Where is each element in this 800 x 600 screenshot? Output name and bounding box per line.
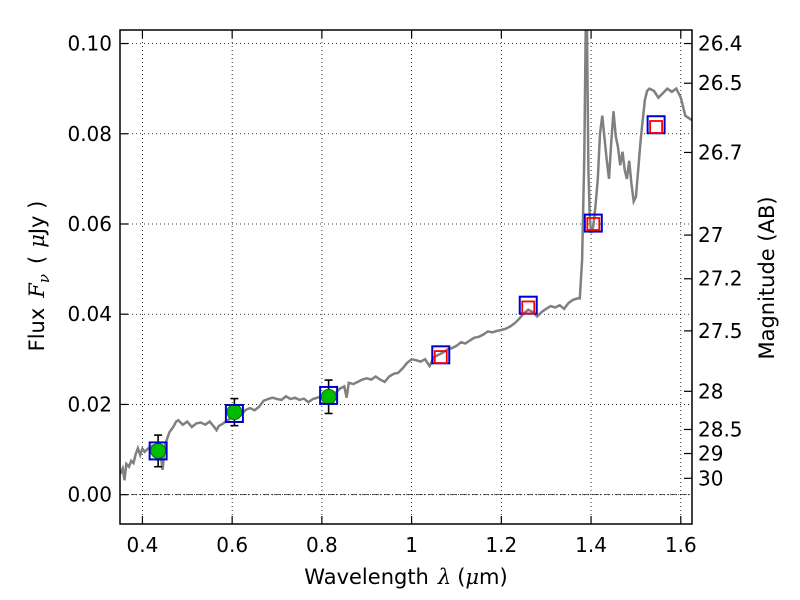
y2-tick-label: 30 — [698, 466, 723, 490]
x-axis-title: Wavelength λ (μm) — [304, 565, 507, 589]
model-photometry-square — [224, 403, 244, 423]
y-axis-prefix: Flux — [25, 308, 49, 352]
x-tick-label: 1.6 — [665, 533, 697, 557]
upper-limit-square — [521, 300, 536, 315]
detection-point — [150, 443, 167, 459]
x-tick-label: 0.6 — [216, 533, 248, 557]
markers — [148, 115, 666, 468]
model-photometry-square — [583, 213, 603, 233]
grid-lines — [120, 30, 692, 524]
y-axis-unit-rest: Jy ) — [25, 201, 49, 237]
upper-limit-square — [433, 350, 448, 364]
upper-limit-square — [586, 217, 601, 231]
y-axis-unit-open: ( — [25, 256, 49, 264]
y2-tick-label: 27 — [698, 223, 723, 247]
x-axis-unit-rest: m) — [479, 565, 508, 589]
x-axis-unit-mu: μ — [465, 565, 479, 589]
model-photometry-square — [148, 441, 168, 461]
detection-point — [320, 388, 337, 405]
x-tick-label: 1.4 — [575, 533, 607, 557]
spectrum-line — [120, 30, 692, 481]
x-axis-symbol: λ — [437, 565, 451, 589]
y2-tick-label: 26.5 — [698, 71, 743, 95]
y2-tick-label: 28 — [698, 379, 723, 403]
y-tick-label: 0.02 — [67, 392, 112, 416]
x-tick-label: 1 — [405, 533, 418, 557]
detection-point — [226, 404, 243, 421]
y-axis-subscript: ν — [35, 274, 53, 283]
y-tick-label: 0.08 — [67, 122, 112, 146]
y2-tick-label: 27.5 — [698, 319, 743, 343]
y2-tick-label: 26.7 — [698, 140, 743, 164]
x-tick-label: 1.2 — [485, 533, 517, 557]
y2-tick-label: 26.4 — [698, 32, 743, 56]
x-axis-prefix: Wavelength — [304, 565, 429, 589]
plot-area — [120, 30, 692, 481]
axes-frame — [119, 29, 693, 525]
y-axis-title: Flux Fν ( μJy ) — [25, 201, 53, 352]
y2-tick-label: 27.2 — [698, 267, 743, 291]
y2-tick-label: 28.5 — [698, 417, 743, 441]
y-axis-unit-mu: μ — [25, 234, 49, 248]
x-tick-label: 0.8 — [306, 533, 338, 557]
x-axis-unit-open: ( — [457, 565, 465, 589]
y-tick-label: 0.10 — [67, 32, 112, 56]
y-tick-label: 0.04 — [67, 302, 112, 326]
y2-axis-title: Magnitude (AB) — [755, 196, 779, 359]
y-tick-label: 0.00 — [67, 483, 112, 507]
model-photometry-square — [319, 385, 339, 405]
axis-ticks — [120, 30, 692, 524]
y-tick-label: 0.06 — [67, 212, 112, 236]
y2-tick-label: 29 — [698, 442, 723, 466]
y-axis-symbol: F — [25, 282, 49, 299]
tick-labels: 0.4 0.6 0.8 1 1.2 1.4 1.6 0.00 0.02 0.04 0.06 0.08 0… — [67, 32, 742, 557]
x-tick-label: 0.4 — [127, 533, 159, 557]
upper-limit-square — [649, 120, 664, 134]
